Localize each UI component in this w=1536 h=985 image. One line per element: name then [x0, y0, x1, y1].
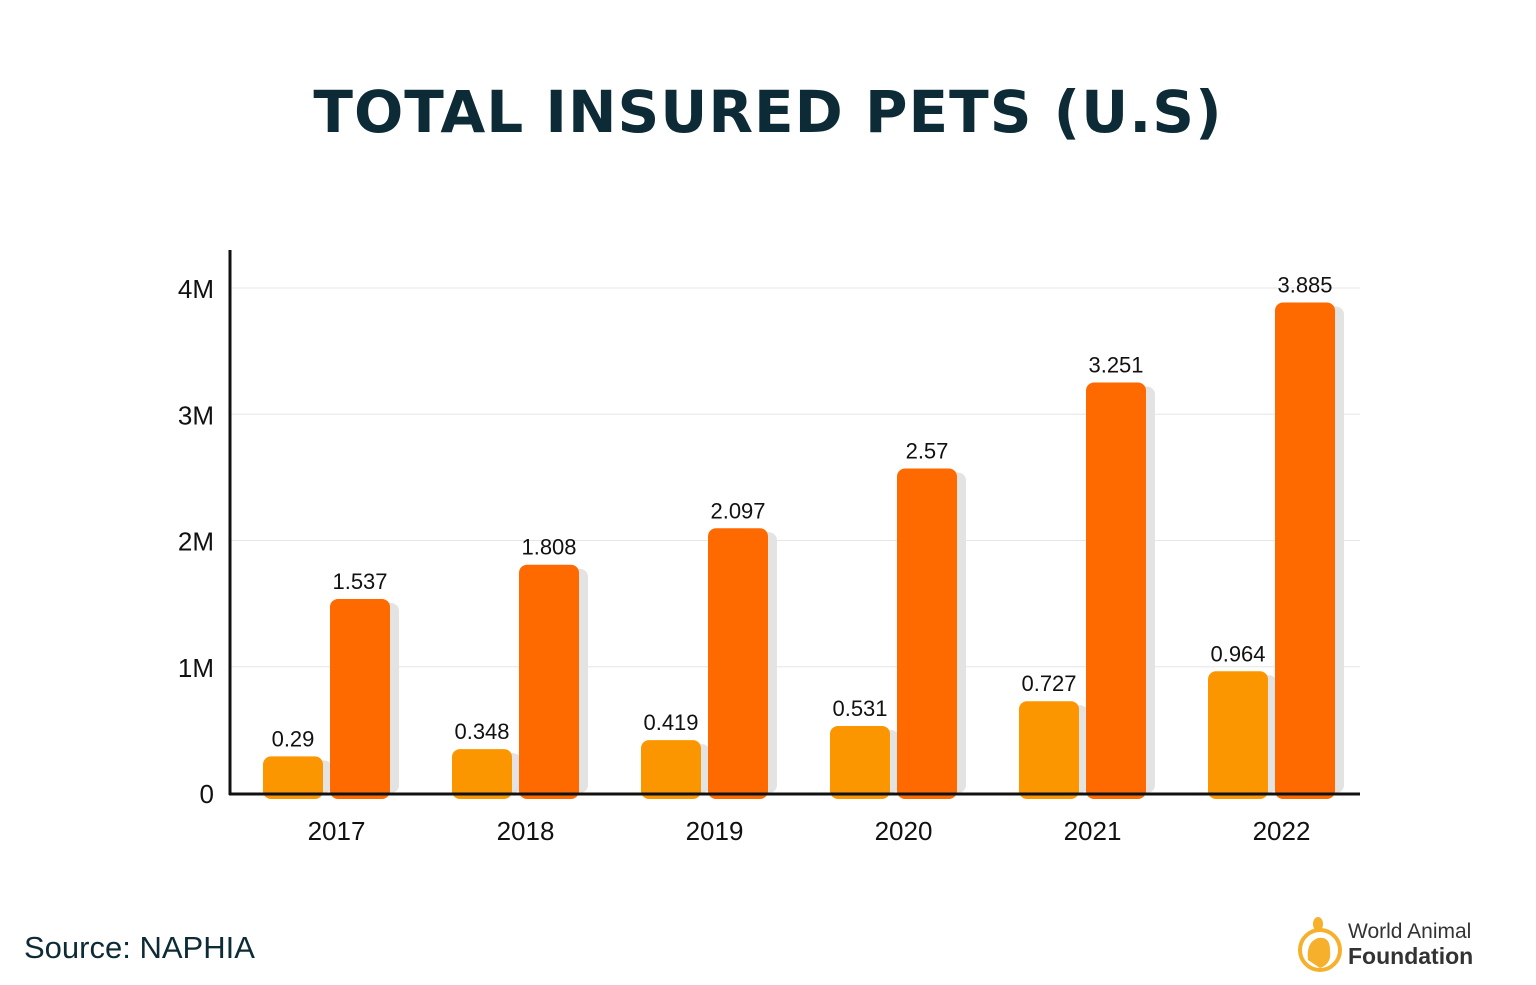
value-label: 0.419	[643, 710, 698, 735]
value-label: 1.537	[332, 569, 387, 594]
value-label: 0.727	[1021, 671, 1076, 696]
y-tick-label: 3M	[178, 400, 214, 430]
value-label: 2.57	[906, 439, 949, 464]
chart-title: TOTAL INSURED PETS (U.S)	[313, 78, 1223, 146]
x-tick-label: 2018	[497, 816, 555, 846]
bar-2019-series2	[708, 528, 768, 799]
source-note: Source: NAPHIA	[24, 930, 255, 965]
pet-logo-icon	[1298, 917, 1342, 972]
bar-2021-series1	[1019, 701, 1079, 799]
bar-2020-series1	[830, 725, 890, 799]
logo-text-line1: World Animal	[1348, 920, 1472, 943]
bar-2018-series2	[519, 564, 579, 799]
bar-2020-series2	[897, 468, 957, 799]
value-label: 0.348	[454, 719, 509, 744]
x-tick-label: 2022	[1253, 816, 1311, 846]
value-label: 3.251	[1088, 353, 1143, 378]
value-label: 0.531	[832, 696, 887, 721]
value-label: 0.964	[1210, 641, 1265, 666]
bar-2022-series2	[1275, 302, 1335, 799]
bar-2022-series1	[1208, 671, 1268, 799]
bar-2018-series1	[452, 749, 512, 799]
x-tick-label: 2017	[308, 816, 366, 846]
y-tick-label: 2M	[178, 527, 214, 557]
x-tick-label: 2020	[875, 816, 933, 846]
bar-2017-series2	[330, 598, 390, 799]
value-label: 2.097	[710, 498, 765, 523]
value-label: 3.885	[1277, 273, 1332, 298]
value-label: 0.29	[272, 726, 315, 751]
x-tick-label: 2021	[1064, 816, 1122, 846]
bar-2017-series1	[263, 756, 323, 799]
x-tick-label: 2019	[686, 816, 744, 846]
logo-text-line2: Foundation	[1348, 943, 1474, 969]
y-tick-label: 4M	[178, 274, 214, 304]
bar-2021-series2	[1086, 382, 1146, 799]
bar-2019-series1	[641, 740, 701, 799]
y-tick-label: 0	[200, 779, 214, 809]
world-animal-foundation-logo: World Animal Foundation	[1296, 912, 1496, 978]
y-tick-label: 1M	[178, 653, 214, 683]
value-label: 1.808	[521, 535, 576, 560]
